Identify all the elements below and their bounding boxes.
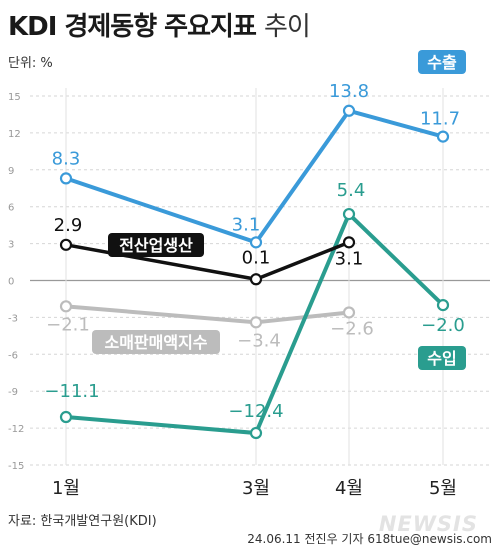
data-point bbox=[342, 104, 356, 117]
credit-line: 24.06.11 전진우 기자 618tue@newsis.com bbox=[247, 532, 492, 546]
data-point bbox=[249, 273, 263, 286]
y-tick-label: -6 bbox=[8, 350, 18, 361]
data-label: 3.1 bbox=[232, 214, 261, 235]
series-badge-retail-label: 소매판매액지수 bbox=[104, 333, 207, 352]
y-tick-label: -3 bbox=[8, 313, 18, 324]
watermark-logo: NEWSIS bbox=[378, 512, 478, 536]
data-point bbox=[342, 236, 356, 249]
x-tick-label: 4월 bbox=[335, 478, 363, 499]
y-tick-label: 0 bbox=[8, 277, 14, 288]
data-label: 13.8 bbox=[329, 81, 369, 102]
data-point bbox=[342, 306, 356, 319]
series-line bbox=[65, 212, 445, 436]
y-tick-label: 6 bbox=[8, 203, 14, 214]
data-point bbox=[436, 130, 450, 143]
series-badge-import-label: 수입 bbox=[427, 349, 456, 368]
chart-title-bold: KDI 경제동향 주요지표 bbox=[8, 12, 257, 42]
data-point bbox=[249, 316, 263, 329]
source-note: 자료: 한국개발연구원(KDI) bbox=[8, 514, 157, 529]
data-label: 0.1 bbox=[242, 247, 271, 268]
data-point bbox=[59, 172, 73, 185]
y-tick-label: -9 bbox=[8, 387, 18, 398]
data-label: 3.1 bbox=[335, 248, 364, 269]
data-label: 2.9 bbox=[54, 215, 83, 236]
y-tick-label: -12 bbox=[8, 424, 24, 435]
x-tick-label: 5월 bbox=[429, 478, 457, 499]
data-point bbox=[436, 299, 450, 312]
y-tick-label: -15 bbox=[8, 461, 24, 472]
y-tick-label: 15 bbox=[8, 92, 21, 103]
y-tick-label: 9 bbox=[8, 166, 14, 177]
data-label: −3.4 bbox=[237, 330, 281, 351]
chart-title: KDI 경제동향 주요지표 추이 bbox=[8, 6, 311, 43]
data-label: −2.1 bbox=[46, 314, 90, 335]
data-label: −12.4 bbox=[228, 401, 283, 422]
data-label: 11.7 bbox=[420, 109, 460, 130]
y-tick-label: 3 bbox=[8, 240, 14, 251]
data-point bbox=[59, 238, 73, 251]
data-label: 5.4 bbox=[337, 180, 366, 201]
data-label: −2.6 bbox=[330, 318, 374, 339]
series-badge-import bbox=[418, 346, 466, 370]
data-label: −2.0 bbox=[421, 315, 465, 336]
data-point bbox=[59, 410, 73, 424]
data-point bbox=[59, 300, 73, 313]
series-badge-industrial-label: 전산업생산 bbox=[119, 236, 193, 255]
series-badge-export-label: 수출 bbox=[427, 53, 457, 72]
series-badge-export bbox=[418, 50, 466, 74]
data-label: 8.3 bbox=[52, 148, 81, 169]
series-badge-industrial bbox=[108, 233, 204, 257]
x-tick-label: 1월 bbox=[52, 478, 80, 499]
data-label: −11.1 bbox=[44, 381, 99, 402]
x-tick-label: 3월 bbox=[242, 478, 270, 499]
chart-title-thin: 추이 bbox=[263, 12, 311, 42]
data-point bbox=[342, 207, 356, 221]
series-line bbox=[65, 108, 444, 245]
data-point bbox=[249, 426, 263, 440]
y-tick-label: 12 bbox=[8, 129, 21, 140]
data-point bbox=[249, 236, 263, 249]
unit-label: 단위: % bbox=[8, 56, 53, 71]
series-badge-retail bbox=[92, 330, 220, 354]
